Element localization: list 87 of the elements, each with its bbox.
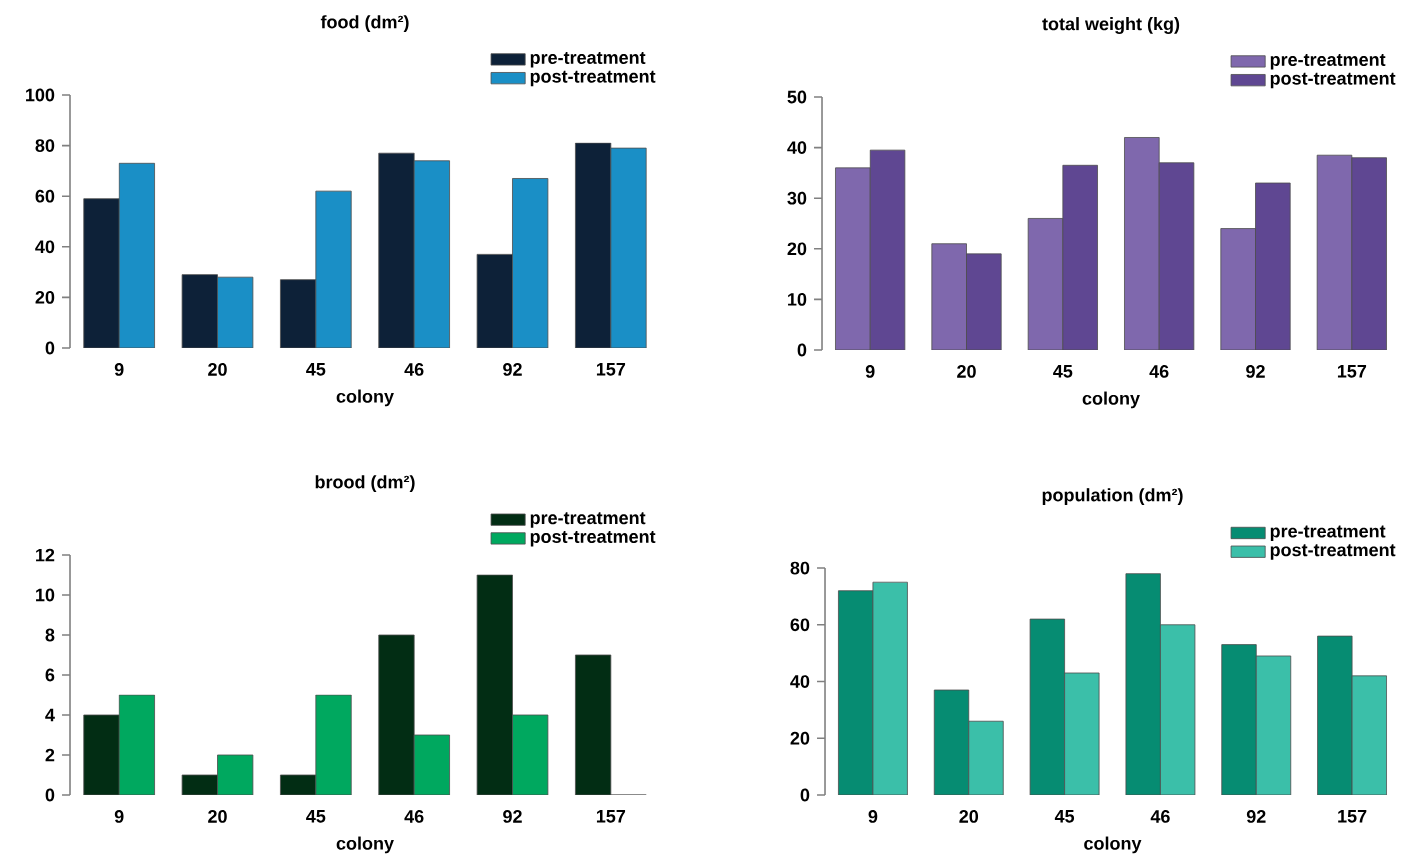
x-tick-label: 46 xyxy=(404,363,424,376)
y-tick-label: 10 xyxy=(36,588,55,602)
legend-label: pre-treatment xyxy=(530,512,646,528)
x-tick-label: 92 xyxy=(1246,365,1265,378)
bar xyxy=(1064,672,1100,795)
legend-label: post-treatment xyxy=(1270,72,1396,89)
bar xyxy=(413,734,450,795)
bar xyxy=(1124,137,1160,350)
x-tick-label: 9 xyxy=(868,810,878,823)
y-tick-label: 6 xyxy=(45,668,55,682)
bar xyxy=(217,276,254,348)
x-tick-label: 157 xyxy=(596,810,626,823)
y-tick-label: 40 xyxy=(787,141,807,154)
x-tick-label: 9 xyxy=(114,363,124,376)
x-tick-label: 45 xyxy=(1054,810,1075,823)
bar xyxy=(931,243,967,350)
y-tick-label: 8 xyxy=(45,628,55,642)
x-tick-label: 20 xyxy=(959,810,979,823)
x-tick-label: 20 xyxy=(208,810,227,823)
bar xyxy=(413,160,450,348)
bar xyxy=(1220,228,1256,350)
bar xyxy=(1316,154,1353,350)
y-tick-label: 20 xyxy=(35,291,55,304)
y-tick-label: 2 xyxy=(45,748,55,762)
legend-label: pre-treatment xyxy=(530,52,646,68)
legend-label: post-treatment xyxy=(530,70,656,87)
bar xyxy=(1027,218,1064,350)
bar xyxy=(968,720,1004,795)
x-tick-label: 92 xyxy=(503,363,522,376)
bar xyxy=(872,581,908,795)
x-tick-label: 9 xyxy=(114,810,124,823)
bar xyxy=(315,694,352,795)
x-tick-label: 46 xyxy=(1150,810,1170,823)
legend-label: post-treatment xyxy=(530,531,656,547)
bar xyxy=(512,714,549,795)
y-tick-label: 0 xyxy=(45,341,55,355)
x-tick-label: 46 xyxy=(1149,365,1169,378)
x-tick-label: 9 xyxy=(865,365,875,378)
x-axis-title: colony xyxy=(1082,391,1140,409)
legend-label: pre-treatment xyxy=(1270,54,1386,70)
y-tick-label: 80 xyxy=(790,561,810,575)
x-tick-label: 92 xyxy=(503,810,522,823)
y-tick-label: 40 xyxy=(35,240,55,254)
x-axis-title: colony xyxy=(336,389,394,407)
x-tick-label: 157 xyxy=(596,363,626,376)
chart-title: population (dm²) xyxy=(1042,488,1183,505)
legend-label: pre-treatment xyxy=(1270,525,1386,542)
y-tick-label: 0 xyxy=(45,788,55,802)
chart-title: brood (dm²) xyxy=(315,475,415,492)
y-tick-label: 0 xyxy=(800,788,810,802)
chart-title: total weight (kg) xyxy=(1042,17,1180,34)
y-tick-label: 100 xyxy=(26,88,55,102)
bar xyxy=(118,694,155,795)
bar xyxy=(315,190,352,348)
x-tick-label: 45 xyxy=(306,810,326,823)
y-tick-label: 60 xyxy=(35,189,55,203)
y-tick-label: 12 xyxy=(36,548,55,562)
bar xyxy=(1351,675,1387,795)
x-tick-label: 20 xyxy=(208,363,227,376)
y-tick-label: 80 xyxy=(35,139,55,152)
x-tick-label: 92 xyxy=(1246,810,1266,823)
y-tick-label: 40 xyxy=(790,675,810,688)
x-axis-title: colony xyxy=(336,836,394,854)
bar xyxy=(1160,624,1196,795)
y-tick-label: 50 xyxy=(787,90,807,104)
x-tick-label: 45 xyxy=(306,363,326,376)
x-tick-label: 157 xyxy=(1337,365,1367,378)
x-tick-label: 46 xyxy=(404,810,424,823)
bar xyxy=(118,162,155,348)
chart-title: food (dm²) xyxy=(320,15,409,32)
y-tick-label: 30 xyxy=(787,191,807,205)
y-tick-label: 10 xyxy=(788,293,807,306)
y-tick-label: 20 xyxy=(787,242,807,256)
x-tick-label: 20 xyxy=(957,365,976,378)
x-tick-label: 45 xyxy=(1053,365,1073,378)
bar xyxy=(512,178,549,348)
y-tick-label: 60 xyxy=(790,618,810,632)
bar xyxy=(610,147,647,348)
x-tick-label: 157 xyxy=(1338,810,1367,823)
y-tick-label: 0 xyxy=(797,343,807,357)
bar xyxy=(217,754,254,795)
y-tick-label: 4 xyxy=(45,708,55,722)
x-axis-title: colony xyxy=(1084,836,1142,854)
y-tick-label: 20 xyxy=(790,731,810,745)
bar xyxy=(1255,655,1292,795)
legend-label: post-treatment xyxy=(1270,544,1396,560)
bar xyxy=(835,167,871,350)
